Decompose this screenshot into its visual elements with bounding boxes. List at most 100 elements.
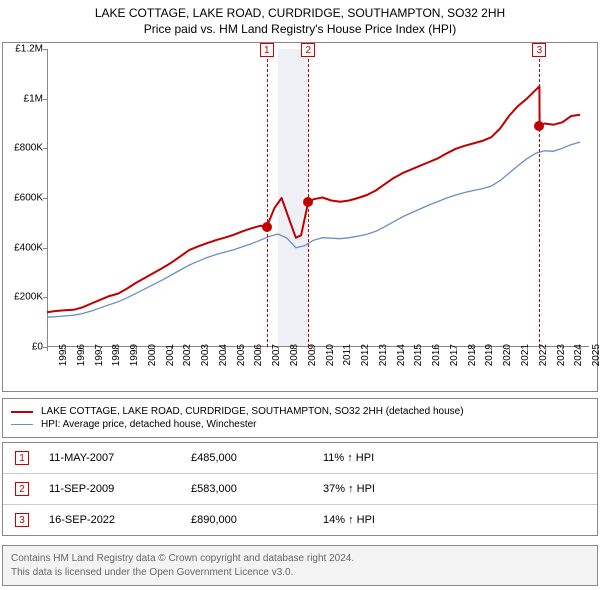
legend-label: LAKE COTTAGE, LAKE ROAD, CURDRIDGE, SOUT… xyxy=(41,406,464,417)
sale-vline xyxy=(267,49,268,347)
y-tick-label: £800K xyxy=(7,143,43,154)
annotation-date: 11-SEP-2009 xyxy=(43,483,185,495)
y-tick-label: £1M xyxy=(7,93,43,104)
x-tick-label: 2012 xyxy=(360,344,371,366)
x-tick-label: 1995 xyxy=(58,344,69,366)
x-tick-label: 2022 xyxy=(538,344,549,366)
x-tick-label: 2019 xyxy=(485,344,496,366)
annotation-row: 3 16-SEP-2022£890,00014% ↑ HPI xyxy=(3,504,597,535)
legend-swatch xyxy=(11,424,33,425)
legend-label: HPI: Average price, detached house, Winc… xyxy=(41,419,257,430)
y-tick-mark xyxy=(43,198,47,199)
sale-dot xyxy=(262,222,272,232)
annotation-date: 11-MAY-2007 xyxy=(43,452,185,464)
x-tick-label: 2023 xyxy=(556,344,567,366)
series-hpi xyxy=(47,142,580,317)
x-tick-mark xyxy=(189,347,190,351)
plot-area: £0£200K£400K£600K£800K£1M£1.2M1995199619… xyxy=(47,49,589,347)
x-tick-mark xyxy=(136,347,137,351)
x-tick-mark xyxy=(367,347,368,351)
x-tick-mark xyxy=(83,347,84,351)
x-tick-mark xyxy=(402,347,403,351)
y-tick-mark xyxy=(43,297,47,298)
x-tick-label: 2009 xyxy=(307,344,318,366)
x-tick-label: 2005 xyxy=(236,344,247,366)
y-tick-label: £600K xyxy=(7,193,43,204)
x-tick-label: 2003 xyxy=(200,344,211,366)
legend-row: HPI: Average price, detached house, Winc… xyxy=(11,419,589,430)
y-tick-label: £0 xyxy=(7,342,43,353)
x-tick-mark xyxy=(118,347,119,351)
y-tick-label: £400K xyxy=(7,242,43,253)
title-line1: LAKE COTTAGE, LAKE ROAD, CURDRIDGE, SOUT… xyxy=(8,6,592,20)
sale-marker-box: 2 xyxy=(301,43,315,57)
annotation-row: 1 11-MAY-2007£485,00011% ↑ HPI xyxy=(3,443,597,473)
x-tick-label: 1999 xyxy=(129,344,140,366)
x-tick-mark xyxy=(562,347,563,351)
annotation-row: 211-SEP-2009£583,00037% ↑ HPI xyxy=(3,473,597,504)
footer-line2: This data is licensed under the Open Gov… xyxy=(11,566,589,580)
x-tick-mark xyxy=(473,347,474,351)
x-tick-mark xyxy=(65,347,66,351)
x-tick-label: 1996 xyxy=(76,344,87,366)
annotation-marker-box: 3 xyxy=(15,513,29,527)
x-tick-label: 2004 xyxy=(218,344,229,366)
sale-vline xyxy=(539,49,540,347)
footer-attribution: Contains HM Land Registry data © Crown c… xyxy=(2,545,598,586)
footer-line1: Contains HM Land Registry data © Crown c… xyxy=(11,552,589,566)
x-tick-label: 2018 xyxy=(467,344,478,366)
y-tick-mark xyxy=(43,248,47,249)
annotation-price: £583,000 xyxy=(185,483,317,495)
x-tick-mark xyxy=(225,347,226,351)
x-tick-label: 1998 xyxy=(111,344,122,366)
annotation-marker-box: 2 xyxy=(15,482,29,496)
x-tick-mark xyxy=(260,347,261,351)
x-tick-label: 2001 xyxy=(165,344,176,366)
x-tick-label: 2016 xyxy=(431,344,442,366)
x-tick-mark xyxy=(349,347,350,351)
y-tick-label: £1.2M xyxy=(7,44,43,55)
x-tick-mark xyxy=(580,347,581,351)
x-tick-mark xyxy=(154,347,155,351)
x-tick-mark xyxy=(331,347,332,351)
sale-dot xyxy=(303,197,313,207)
sale-marker-box: 3 xyxy=(532,43,546,57)
annotation-pct: 11% ↑ HPI xyxy=(317,452,469,464)
title-block: LAKE COTTAGE, LAKE ROAD, CURDRIDGE, SOUT… xyxy=(0,0,600,38)
chart-lines xyxy=(47,49,589,347)
legend: LAKE COTTAGE, LAKE ROAD, CURDRIDGE, SOUT… xyxy=(2,398,598,438)
x-tick-label: 2024 xyxy=(573,344,584,366)
x-tick-label: 2010 xyxy=(325,344,336,366)
x-tick-label: 2025 xyxy=(591,344,600,366)
annotation-date: 16-SEP-2022 xyxy=(43,514,185,526)
x-tick-label: 2002 xyxy=(183,344,194,366)
y-tick-mark xyxy=(43,148,47,149)
y-tick-mark xyxy=(43,49,47,50)
x-tick-label: 2011 xyxy=(342,344,353,366)
x-tick-mark xyxy=(527,347,528,351)
x-tick-mark xyxy=(314,347,315,351)
x-tick-label: 2017 xyxy=(449,344,460,366)
series-subject xyxy=(47,86,580,312)
x-tick-label: 2000 xyxy=(147,344,158,366)
annotation-marker-box: 1 xyxy=(15,451,29,465)
annotation-price: £890,000 xyxy=(185,514,317,526)
x-tick-mark xyxy=(171,347,172,351)
x-tick-mark xyxy=(420,347,421,351)
x-tick-label: 2015 xyxy=(414,344,425,366)
x-tick-mark xyxy=(438,347,439,351)
x-tick-label: 2013 xyxy=(378,344,389,366)
x-tick-label: 2007 xyxy=(271,344,282,366)
x-tick-mark xyxy=(491,347,492,351)
legend-swatch xyxy=(11,411,33,413)
annotation-id-cell: 3 xyxy=(3,505,43,535)
y-tick-label: £200K xyxy=(7,292,43,303)
x-tick-mark xyxy=(100,347,101,351)
x-tick-mark xyxy=(47,347,48,351)
x-tick-label: 2021 xyxy=(520,344,531,366)
x-tick-mark xyxy=(385,347,386,351)
annotation-pct: 14% ↑ HPI xyxy=(317,514,469,526)
annotation-price: £485,000 xyxy=(185,452,317,464)
x-tick-mark xyxy=(456,347,457,351)
x-tick-label: 2008 xyxy=(289,344,300,366)
